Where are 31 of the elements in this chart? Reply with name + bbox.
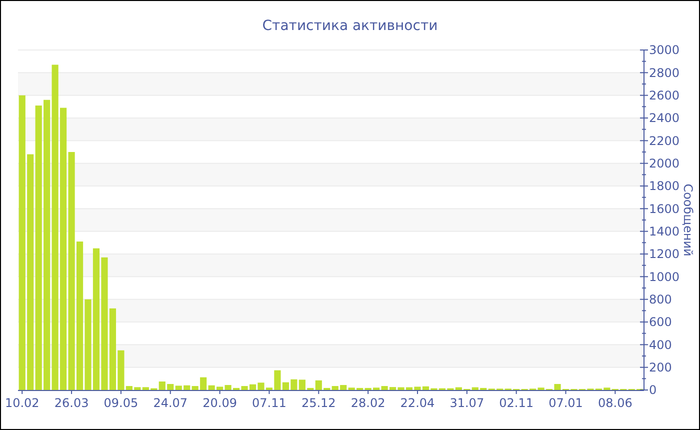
y-tick-label: 1600 [649,202,680,216]
y-axis-title: Сообщений [681,184,695,256]
y-tick-label: 2000 [649,156,680,171]
y-tick-label: 1800 [649,179,680,194]
y-tick-label: 2400 [649,111,680,126]
x-tick-label: 08.06 [598,396,632,410]
x-tick-label: 07.11 [252,396,286,410]
y-tick-label: 600 [649,315,672,330]
x-tick-label: 09.05 [104,396,138,410]
x-tick-label: 20.09 [202,396,237,410]
x-tick-label: 31.07 [450,396,484,410]
y-tick-label: 3000 [649,43,680,58]
x-tick-label: 24.07 [153,396,188,410]
y-tick-label: 400 [649,338,672,352]
y-tick-label: 1400 [649,224,680,239]
y-tick-label: 1000 [649,270,680,284]
y-tick-label: 1200 [649,247,680,262]
y-tick-label: 2800 [649,66,680,80]
x-tick-label: 02.11 [499,396,534,410]
y-tick-label: 2200 [649,134,680,148]
chart-title: Статистика активности [262,18,438,34]
y-tick-label: 2600 [649,88,680,103]
x-tick-label: 10.02 [4,396,40,410]
x-tick-label: 26.03 [54,396,89,410]
y-tick-label: 0 [649,383,657,398]
x-tick-label: 28.02 [350,396,386,410]
y-tick-label: 800 [649,292,672,307]
x-tick-label: 07.01 [548,396,583,410]
x-tick-label: 25.12 [301,396,336,410]
x-tick-label: 22.04 [400,396,435,410]
y-tick-label: 200 [649,360,672,375]
